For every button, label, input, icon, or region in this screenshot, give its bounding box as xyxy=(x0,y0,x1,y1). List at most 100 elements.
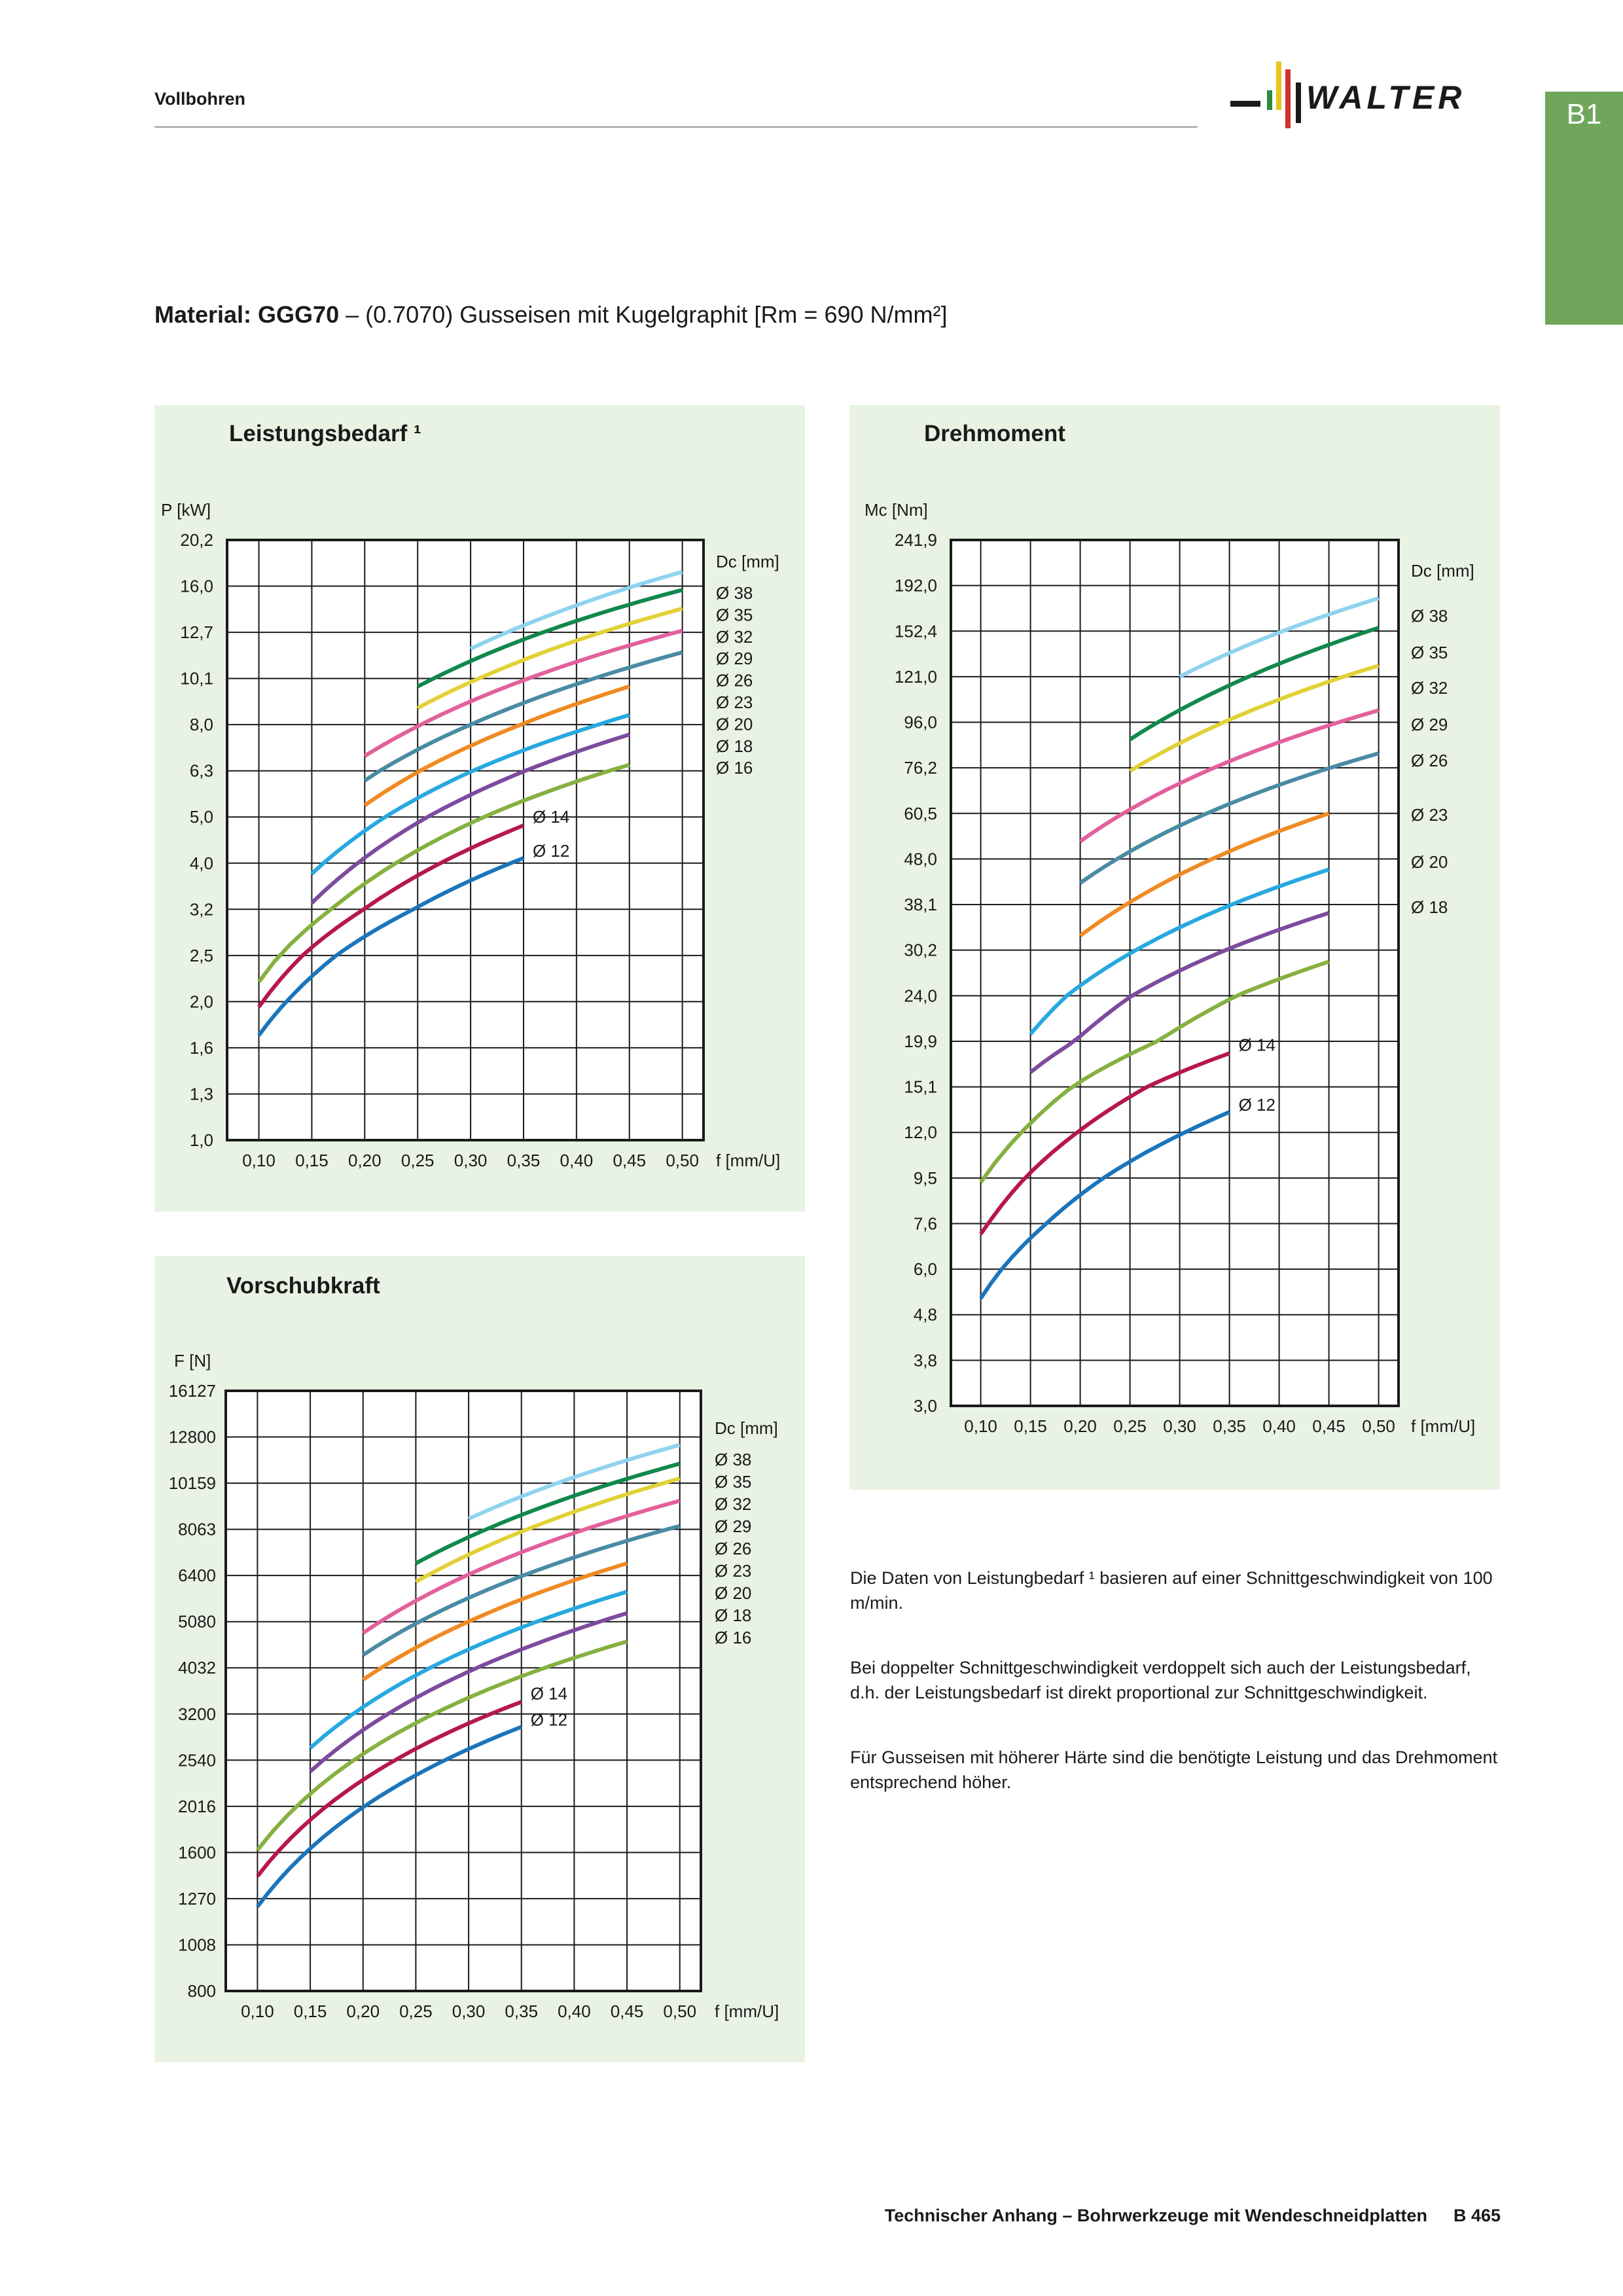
y-tick-label: 1,6 xyxy=(190,1038,213,1058)
x-tick-label: 0,25 xyxy=(399,2001,433,2021)
legend-item: Ø 23 xyxy=(716,692,753,712)
y-axis-label: Mc [Nm] xyxy=(865,500,928,520)
x-tick-label: 0,40 xyxy=(558,2001,591,2021)
series-line-d38 xyxy=(467,1443,681,1521)
series-line-d35 xyxy=(416,588,683,689)
y-tick-label: 1008 xyxy=(178,1935,216,1954)
series-line-d32 xyxy=(1129,664,1380,773)
plot-area xyxy=(226,1391,701,1991)
y-tick-label: 1,3 xyxy=(190,1084,213,1103)
y-tick-label: 121,0 xyxy=(895,667,937,687)
y-tick-label: 2,0 xyxy=(190,992,213,1011)
y-tick-label: 2,5 xyxy=(190,946,213,965)
series-line-d29 xyxy=(362,1499,681,1635)
logo-bar-dark xyxy=(1230,101,1260,107)
torque-chart: 3,0 3,8 4,8 6,0 7,6 9,5 12,0 15,1 19,9 24,0 30,2 38… xyxy=(865,500,1475,1436)
material-heading: Material: GGG70 – (0.7070) Gusseisen mit… xyxy=(154,301,947,329)
material-description: – (0.7070) Gusseisen mit Kugelgraphit [R… xyxy=(339,301,948,328)
y-tick-label: 8063 xyxy=(178,1520,216,1539)
y-tick-label: 5080 xyxy=(178,1612,216,1632)
logo-bar-black xyxy=(1296,82,1301,123)
y-tick-label: 8,0 xyxy=(190,715,213,734)
legend-title: Dc [mm] xyxy=(716,552,779,571)
feed-chart: 800 1008 1270 1600 2016 2540 3200 4032 5080 6400 8… xyxy=(169,1351,779,2021)
notes: Die Daten von Leistungbedarf ¹ basieren … xyxy=(850,1566,1505,1835)
chapter-tab-label: B1 xyxy=(1566,98,1602,130)
x-tick-label: 0,45 xyxy=(1312,1416,1346,1436)
inline-label: Ø 12 xyxy=(1239,1095,1275,1115)
legend-item: Ø 35 xyxy=(1411,643,1448,662)
note-cutting-speed: Bei doppelter Schnittgeschwindigkeit ver… xyxy=(850,1658,1471,1702)
y-tick-label: 6,0 xyxy=(914,1259,937,1279)
legend-item: Ø 35 xyxy=(715,1472,751,1492)
inline-label: Ø 14 xyxy=(1239,1035,1275,1054)
header-divider xyxy=(154,126,1198,128)
plot-frame xyxy=(224,1390,702,1992)
series-line-d14 xyxy=(979,1051,1230,1236)
y-tick-label: 6400 xyxy=(178,1566,216,1585)
inline-label: Ø 12 xyxy=(531,1710,567,1729)
legend-item: Ø 29 xyxy=(715,1516,751,1536)
legend-item: Ø 20 xyxy=(1411,852,1448,872)
legend-item: Ø 20 xyxy=(716,714,753,734)
y-tick-label: 16,0 xyxy=(180,577,213,596)
y-axis-label: F [N] xyxy=(174,1351,211,1371)
y-tick-label: 10,1 xyxy=(180,669,213,689)
feed-chart-title: Vorschubkraft xyxy=(226,1273,380,1299)
legend-item: Ø 35 xyxy=(716,605,753,624)
y-tick-label: 3,0 xyxy=(914,1396,937,1416)
legend-item: Ø 18 xyxy=(715,1605,751,1625)
x-tick-label: 0,25 xyxy=(1113,1416,1147,1436)
series-line-d38 xyxy=(469,569,683,651)
legend-item: Ø 26 xyxy=(1411,751,1448,770)
legend-item: Ø 38 xyxy=(1411,606,1448,626)
plot-frame xyxy=(226,539,705,1141)
y-tick-label: 241,9 xyxy=(895,530,937,550)
y-tick-label: 96,0 xyxy=(904,713,937,732)
x-tick-label: 0,45 xyxy=(613,1151,646,1170)
y-tick-label: 192,0 xyxy=(895,576,937,596)
y-tick-label: 15,1 xyxy=(904,1077,937,1097)
x-tick-label: 0,30 xyxy=(452,2001,486,2021)
series-line-d20 xyxy=(310,713,630,876)
x-axis-label: f [mm/U] xyxy=(716,1151,780,1170)
y-tick-label: 7,6 xyxy=(914,1213,937,1233)
series-line-d35 xyxy=(1128,626,1380,742)
y-tick-label: 4032 xyxy=(178,1658,216,1677)
legend-item: Ø 32 xyxy=(716,627,753,647)
y-tick-label: 9,5 xyxy=(914,1168,937,1188)
y-tick-label: 60,5 xyxy=(904,804,937,823)
y-tick-label: 6,3 xyxy=(190,761,213,781)
x-tick-label: 0,10 xyxy=(964,1416,997,1436)
series-line-d32 xyxy=(416,606,683,710)
y-tick-label: 2016 xyxy=(178,1797,216,1816)
legend-item: Ø 26 xyxy=(716,671,753,691)
legend-item: Ø 18 xyxy=(1411,897,1448,917)
legend-item: Ø 18 xyxy=(716,736,753,756)
x-axis-label: f [mm/U] xyxy=(715,2001,779,2021)
inline-label: Ø 14 xyxy=(531,1683,567,1703)
x-tick-label: 0,15 xyxy=(1014,1416,1047,1436)
legend-title: Dc [mm] xyxy=(715,1418,778,1438)
legend-item: Ø 23 xyxy=(715,1561,751,1581)
x-tick-label: 0,50 xyxy=(1362,1416,1395,1436)
legend-item: Ø 23 xyxy=(1411,805,1448,825)
x-tick-label: 0,30 xyxy=(454,1151,488,1170)
inline-label: Ø 12 xyxy=(533,841,569,861)
x-tick-label: 0,15 xyxy=(294,2001,327,2021)
x-tick-label: 0,20 xyxy=(348,1151,382,1170)
series-line-d23 xyxy=(362,1561,628,1681)
power-chart: 1,0 1,3 1,6 2,0 2,5 3,2 4,0 5,0 6,3 8,0 10,1 12,7 16… xyxy=(161,500,780,1170)
footer-text: Technischer Anhang – Bohrwerkzeuge mit W… xyxy=(884,2206,1427,2225)
y-tick-label: 1270 xyxy=(178,1889,216,1909)
legend-item: Ø 16 xyxy=(715,1628,751,1647)
x-tick-label: 0,30 xyxy=(1163,1416,1196,1436)
series-line-d20 xyxy=(309,1590,628,1749)
x-tick-label: 0,20 xyxy=(346,2001,380,2021)
feed-chart-panel: Vorschubkraft 800 1008 1270 1600 2016 2540 320… xyxy=(154,1256,805,2062)
y-tick-label: 4,8 xyxy=(914,1305,937,1325)
x-tick-label: 0,35 xyxy=(505,2001,538,2021)
y-tick-label: 3200 xyxy=(178,1704,216,1724)
series-line-d18 xyxy=(310,732,630,905)
torque-chart-panel: Drehmoment 3,0 3,8 4,8 6,0 7,6 9,5 12,0 15,1 19,… xyxy=(849,405,1500,1490)
